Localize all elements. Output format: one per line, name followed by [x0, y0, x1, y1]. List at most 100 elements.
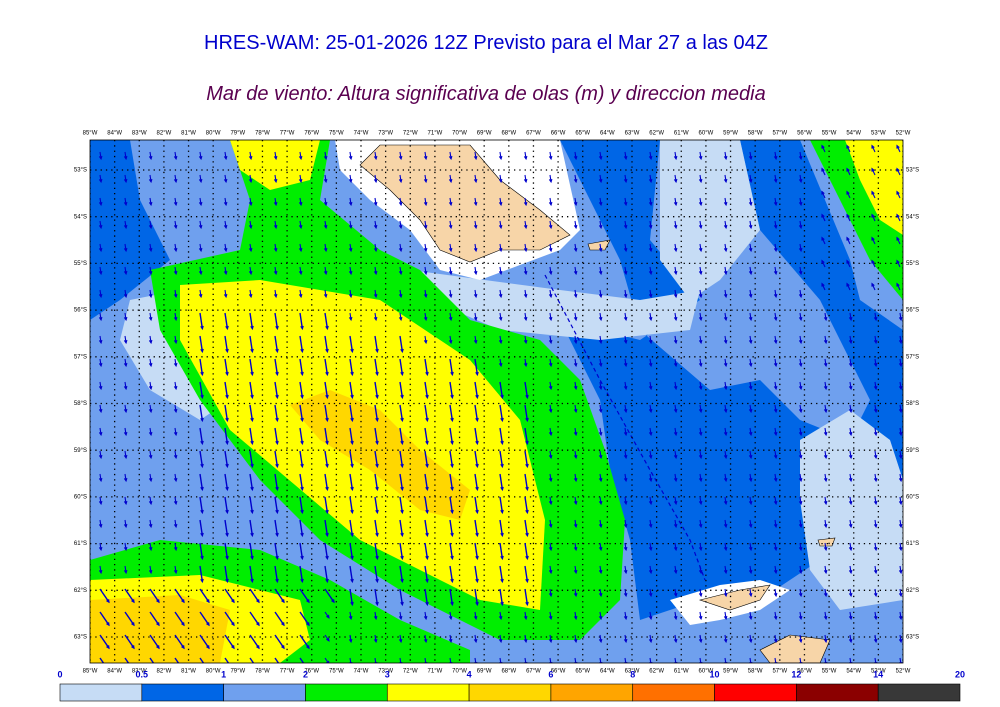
- arrow-head: [173, 178, 178, 184]
- arrow-head: [773, 178, 778, 184]
- arrow-head: [773, 408, 778, 414]
- arrow-head: [173, 523, 178, 529]
- arrow-head: [273, 293, 278, 299]
- arrow-head: [173, 316, 178, 322]
- arrow-head: [698, 270, 703, 276]
- arrow-head: [123, 362, 128, 368]
- arrow-head: [896, 282, 900, 287]
- arrow: [224, 312, 229, 329]
- arrow-head: [573, 247, 578, 253]
- zone-yellow: [230, 140, 320, 190]
- arrow-head: [573, 339, 578, 345]
- arrow: [249, 496, 254, 513]
- arrow: [199, 358, 204, 375]
- lat-label: 58°S: [74, 401, 87, 407]
- arrow-head: [206, 599, 210, 604]
- arrow-head: [548, 270, 553, 276]
- arrow-head: [548, 385, 553, 391]
- arrow-head: [475, 440, 479, 446]
- arrow-head: [273, 270, 278, 276]
- arrow-head: [425, 371, 429, 377]
- arrow: [474, 519, 479, 536]
- lat-label: 57°S: [74, 354, 87, 360]
- arrow-head: [350, 601, 354, 607]
- arrow-head: [598, 362, 603, 368]
- arrow-head: [898, 569, 903, 575]
- arrow: [899, 657, 902, 663]
- arrow-head: [148, 270, 153, 276]
- arrow: [199, 404, 204, 421]
- lon-label: 65°W: [575, 131, 590, 137]
- arrow: [249, 381, 254, 398]
- arrow-head: [896, 236, 900, 241]
- arrow-head: [823, 500, 828, 506]
- lon-label: 62°W: [649, 669, 664, 675]
- arrow: [524, 381, 529, 398]
- arrow-head: [375, 463, 379, 469]
- arrow-head: [173, 270, 178, 276]
- arrow-head: [473, 224, 478, 230]
- arrow-head: [623, 523, 628, 529]
- arrow-head: [598, 569, 603, 575]
- arrow-head: [275, 555, 279, 561]
- arrow-head: [848, 316, 853, 322]
- arrow-head: [373, 316, 378, 322]
- lon-label: 83°W: [132, 669, 147, 675]
- arrow-head: [548, 316, 553, 322]
- arrow-head: [350, 394, 354, 400]
- arrow-head: [206, 622, 210, 627]
- arrow: [249, 358, 254, 375]
- arrow-head: [425, 578, 429, 584]
- arrow-head: [400, 394, 404, 400]
- arrow-head: [698, 546, 703, 552]
- arrow-head: [525, 601, 529, 607]
- arrow-head: [623, 201, 628, 207]
- arrow-head: [748, 385, 753, 391]
- arrow-head: [223, 270, 228, 276]
- arrow-head: [898, 431, 903, 437]
- lon-label: 64°W: [600, 669, 615, 675]
- arrow-head: [250, 532, 254, 538]
- arrow-head: [798, 569, 803, 575]
- lat-label: 57°S: [906, 354, 919, 360]
- arrow-head: [698, 247, 703, 253]
- arrow: [874, 657, 877, 663]
- arrow: [524, 542, 529, 559]
- arrow-head: [673, 362, 678, 368]
- arrow-head: [673, 477, 678, 483]
- arrow-head: [225, 509, 229, 515]
- arrow: [474, 496, 479, 513]
- arrow-head: [798, 155, 803, 161]
- lon-label: 52°W: [896, 669, 911, 675]
- arrow-head: [871, 259, 875, 264]
- arrow-head: [300, 348, 304, 354]
- arrow-head: [500, 509, 504, 515]
- arrow-head: [256, 645, 260, 650]
- arrow-head: [231, 622, 235, 627]
- arrow-head: [898, 615, 903, 621]
- arrow-head: [148, 569, 153, 575]
- arrow-head: [723, 431, 728, 437]
- arrow-head: [423, 615, 428, 621]
- arrow-head: [748, 477, 753, 483]
- arrow: [299, 611, 310, 626]
- arrow: [274, 427, 279, 444]
- arrow-head: [98, 316, 103, 322]
- arrow-head: [773, 569, 778, 575]
- arrow-head: [873, 339, 878, 345]
- arrow-head: [898, 523, 903, 529]
- arrow-head: [773, 431, 778, 437]
- arrow-head: [148, 431, 153, 437]
- arrow-head: [200, 509, 204, 515]
- arrow-head: [298, 178, 303, 184]
- arrow-head: [106, 599, 110, 604]
- arrow: [349, 657, 352, 663]
- colorbar-swatch: [223, 683, 306, 702]
- lon-label: 52°W: [896, 131, 911, 137]
- arrow-head: [350, 463, 354, 469]
- arrow-head: [848, 339, 853, 345]
- zone-blue: [90, 140, 170, 320]
- arrow-head: [275, 417, 279, 423]
- arrow-head: [623, 477, 628, 483]
- colorbar-swatch: [877, 683, 961, 702]
